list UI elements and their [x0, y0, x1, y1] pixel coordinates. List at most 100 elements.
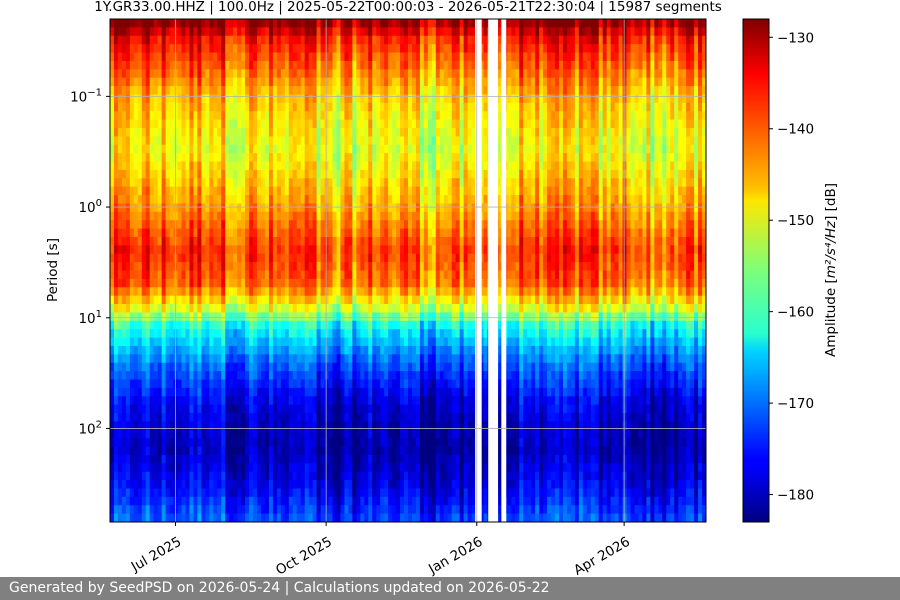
- heatmap-cell: [340, 69, 346, 79]
- heatmap-cell: [137, 153, 143, 163]
- heatmap-cell: [137, 102, 143, 112]
- heatmap-cell: [193, 312, 199, 322]
- heatmap-cell: [141, 111, 147, 121]
- heatmap-cell: [165, 77, 171, 87]
- heatmap-cell: [340, 362, 346, 372]
- heatmap-cell: [388, 429, 393, 439]
- heatmap-cell: [177, 345, 183, 355]
- heatmap-cell: [423, 169, 429, 179]
- heatmap-cell: [113, 438, 119, 448]
- heatmap-cell: [312, 488, 318, 498]
- heatmap-cell: [260, 195, 266, 205]
- heatmap-cell: [161, 396, 167, 406]
- heatmap-cell: [284, 136, 290, 146]
- heatmap-cell: [280, 371, 286, 381]
- heatmap-cell: [308, 471, 314, 481]
- heatmap-cell: [296, 44, 302, 54]
- heatmap-cell: [129, 245, 135, 255]
- heatmap-cell: [372, 203, 377, 213]
- heatmap-cell: [372, 253, 377, 263]
- heatmap-cell: [137, 362, 143, 372]
- heatmap-cell: [292, 320, 298, 330]
- heatmap-cell: [197, 379, 202, 389]
- heatmap-cell: [288, 396, 294, 406]
- heatmap-cell: [169, 19, 175, 28]
- heatmap-cell: [217, 161, 222, 171]
- heatmap-cell: [276, 144, 282, 154]
- heatmap-cell: [268, 505, 274, 515]
- heatmap-cell: [225, 488, 230, 498]
- heatmap-cell: [129, 86, 135, 96]
- heatmap-cell: [133, 362, 139, 372]
- heatmap-cell: [225, 387, 230, 397]
- heatmap-cell: [237, 413, 242, 422]
- heatmap-cell: [419, 236, 425, 246]
- heatmap-cell: [157, 429, 163, 439]
- heatmap-cell: [364, 35, 369, 45]
- heatmap-cell: [241, 287, 246, 297]
- heatmap-cell: [344, 379, 349, 389]
- heatmap-cell: [141, 404, 147, 414]
- heatmap-cell: [320, 236, 326, 246]
- heatmap-cell: [396, 161, 401, 171]
- heatmap-cell: [181, 111, 187, 121]
- heatmap-cell: [149, 421, 155, 431]
- heatmap-cell: [332, 262, 338, 272]
- heatmap-cell: [157, 161, 163, 171]
- heatmap-cell: [153, 505, 159, 515]
- heatmap-cell: [201, 169, 206, 179]
- heatmap-cell: [352, 320, 357, 330]
- heatmap-cell: [396, 413, 401, 422]
- heatmap-cell: [145, 270, 151, 280]
- heatmap-cell: [336, 421, 342, 431]
- heatmap-cell: [213, 27, 218, 37]
- heatmap-cell: [376, 429, 381, 439]
- heatmap-cell: [404, 19, 409, 28]
- heatmap-cell: [233, 228, 238, 238]
- heatmap-cell: [197, 496, 202, 506]
- heatmap-cell: [241, 94, 246, 104]
- heatmap-cell: [272, 236, 278, 246]
- heatmap-cell: [332, 446, 338, 456]
- heatmap-cell: [300, 421, 306, 431]
- heatmap-cell: [260, 127, 266, 137]
- heatmap-cell: [411, 396, 417, 406]
- heatmap-cell: [272, 345, 278, 355]
- heatmap-cell: [320, 505, 326, 515]
- heatmap-cell: [352, 253, 357, 263]
- heatmap-cell: [110, 463, 115, 473]
- heatmap-cell: [300, 295, 306, 305]
- heatmap-cell: [300, 463, 306, 473]
- heatmap-cell: [316, 228, 322, 238]
- heatmap-cell: [169, 379, 175, 389]
- heatmap-cell: [129, 153, 135, 163]
- heatmap-cell: [213, 69, 218, 79]
- heatmap-cell: [213, 262, 218, 272]
- heatmap-cell: [149, 111, 155, 121]
- heatmap-cell: [348, 253, 353, 263]
- heatmap-cell: [185, 413, 191, 422]
- heatmap-cell: [384, 454, 389, 464]
- heatmap-cell: [336, 102, 342, 112]
- heatmap-cell: [237, 153, 242, 163]
- heatmap-cell: [169, 320, 175, 330]
- heatmap-cell: [260, 505, 266, 515]
- heatmap-cell: [336, 245, 342, 255]
- heatmap-cell: [257, 211, 262, 221]
- heatmap-cell: [169, 127, 175, 137]
- heatmap-cell: [165, 262, 171, 272]
- heatmap-cell: [245, 144, 250, 154]
- heatmap-cell: [276, 362, 282, 372]
- heatmap-cell: [145, 295, 151, 305]
- heatmap-cell: [181, 387, 187, 397]
- heatmap-cell: [165, 69, 171, 79]
- heatmap-cell: [368, 27, 373, 37]
- heatmap-cell: [268, 52, 274, 62]
- heatmap-cell: [320, 270, 326, 280]
- heatmap-cell: [376, 136, 381, 146]
- heatmap-cell: [145, 413, 151, 422]
- heatmap-cell: [249, 203, 254, 213]
- heatmap-cell: [161, 169, 167, 179]
- heatmap-cell: [129, 111, 135, 121]
- heatmap-cell: [189, 119, 195, 129]
